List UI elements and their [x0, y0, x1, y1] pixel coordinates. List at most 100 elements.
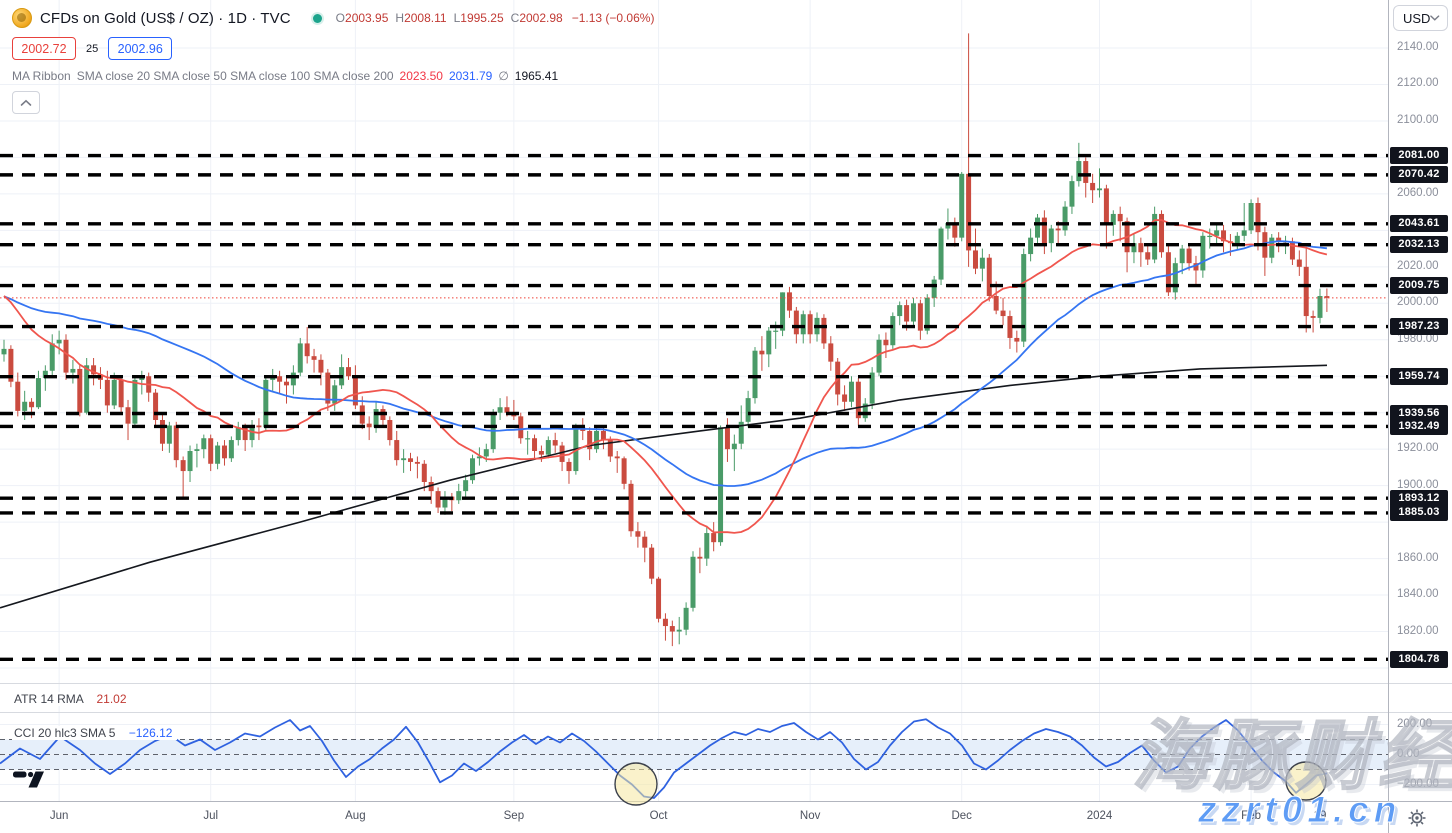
candle-body [552, 440, 558, 446]
candle-body [346, 367, 351, 377]
tradingview-logo[interactable] [13, 769, 45, 788]
candle-body [766, 330, 772, 355]
price-level-pill: 1959.74 [1390, 368, 1448, 386]
ellipse-annotation[interactable] [614, 762, 658, 806]
buy-ask-button[interactable]: 2002.96 [108, 37, 173, 60]
sell-bid-button[interactable]: 2002.72 [12, 37, 76, 60]
cci-pane-legend[interactable]: CCI 20 hlc3 SMA 5 −126.12 [12, 726, 178, 740]
high-label: H [395, 11, 405, 25]
price-tick-label: 2020.00 [1397, 259, 1439, 272]
candle-body [1097, 188, 1103, 191]
candle-body [1248, 203, 1254, 231]
candle-body [1145, 252, 1151, 260]
candle-body [862, 403, 868, 419]
candle-body [628, 483, 634, 532]
price-tick-label: 1900.00 [1397, 478, 1439, 491]
candle-body [1269, 237, 1275, 258]
candle-body [394, 440, 400, 461]
candle-body [594, 430, 600, 450]
candle-body [745, 398, 751, 422]
candle-body [352, 376, 358, 406]
candle-body [497, 407, 503, 413]
currency-label: USD [1403, 10, 1431, 26]
candle-body [1103, 188, 1109, 225]
candle-body [752, 350, 758, 399]
candle-body [518, 416, 524, 439]
candle-body [690, 556, 696, 608]
candle-body [979, 257, 985, 269]
candle-body [421, 463, 427, 482]
candle-body [1179, 248, 1185, 264]
candle-body [373, 409, 379, 428]
candle-body [848, 381, 854, 402]
candle-body [442, 496, 448, 508]
candle-body [35, 378, 41, 408]
candle-body [697, 556, 703, 559]
collapse-legend-button[interactable] [12, 91, 40, 114]
time-axis-label: 19 [1313, 810, 1327, 822]
settings-gear-icon[interactable] [1407, 808, 1427, 828]
candle-body [876, 339, 882, 373]
ma-ribbon-legend[interactable]: MA Ribbon SMA close 20 SMA close 50 SMA … [12, 69, 654, 83]
candle-body [1035, 217, 1040, 238]
candle-body [49, 343, 55, 371]
candle-body [1000, 310, 1006, 317]
candle-body [711, 533, 717, 543]
candle-body [208, 438, 214, 464]
symbol-title[interactable]: CFDs on Gold (US$ / OZ) · 1D · TVC [40, 9, 291, 27]
candle-body [842, 394, 848, 402]
candle-body [483, 449, 489, 457]
price-level-pill: 1885.03 [1390, 504, 1448, 522]
candle-body [731, 443, 737, 450]
candle-body [807, 314, 813, 335]
change-value: −1.13 (−0.06%) [571, 11, 655, 25]
candle-body [42, 370, 48, 379]
candle-body [621, 458, 627, 484]
candle-body [904, 305, 910, 322]
candle-body [125, 407, 131, 424]
candle-body [1069, 181, 1075, 207]
price-tick-label: 1860.00 [1397, 551, 1439, 564]
candle-body [1021, 254, 1027, 342]
chart-header: CFDs on Gold (US$ / OZ) · 1D · TVC O2003… [12, 6, 654, 114]
candle-body [1234, 235, 1240, 244]
candle-body [235, 427, 241, 441]
ellipse-annotation[interactable] [1285, 761, 1327, 801]
candle-body [15, 381, 21, 411]
market-open-dot-icon[interactable] [312, 13, 322, 23]
candle-body [1317, 296, 1323, 318]
candle-body [159, 420, 165, 444]
candle-body [1214, 230, 1220, 236]
atr-pane-legend[interactable]: ATR 14 RMA 21.02 [12, 692, 132, 706]
candle-body [525, 438, 531, 440]
candle-body [931, 279, 937, 298]
candle-body [897, 305, 903, 317]
candle-body [180, 460, 186, 472]
candle-body [972, 250, 978, 269]
candle-body [924, 297, 930, 331]
candle-body [704, 533, 710, 559]
candle-body [607, 440, 613, 457]
currency-selector[interactable]: USD [1393, 5, 1448, 31]
candle-body [215, 445, 221, 464]
price-level-pill: 2009.75 [1390, 277, 1448, 294]
low-value: 1995.25 [460, 11, 504, 25]
price-scale[interactable]: 2140.00 2120.00 2100.00 2060.00 2020.00 2000.… [1389, 0, 1452, 833]
candle-body [104, 379, 110, 406]
price-level-pill: 1987.23 [1390, 318, 1448, 336]
candle-body [201, 438, 207, 450]
time-axis-label: Sep [503, 810, 525, 822]
atr-label: ATR 14 RMA [14, 692, 84, 706]
candle-body [428, 482, 434, 492]
candle-body [256, 425, 262, 428]
cci-tick-label: −200.00 [1397, 777, 1439, 790]
price-level-pill: 2032.13 [1390, 236, 1448, 254]
sma50-value: 2031.79 [448, 69, 493, 83]
candle-body [883, 339, 889, 346]
candle-body [283, 381, 289, 386]
candle-body [8, 348, 14, 382]
cci-tick-label: 200.00 [1397, 717, 1433, 730]
candle-body [1131, 243, 1137, 253]
candle-body [1062, 206, 1068, 231]
